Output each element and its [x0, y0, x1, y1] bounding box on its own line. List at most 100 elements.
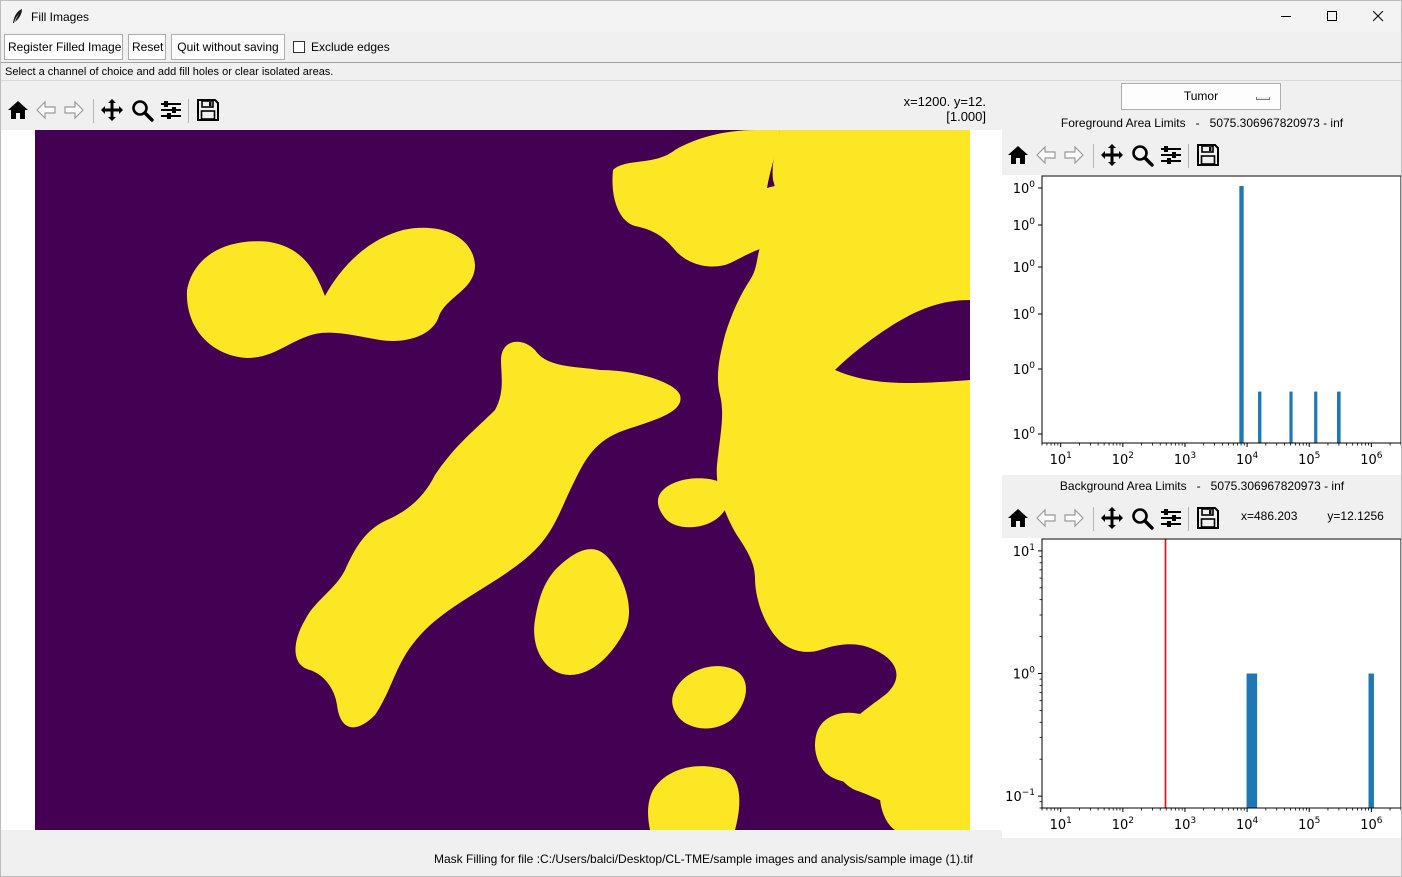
mask-navigation-toolbar [5, 97, 235, 127]
zoom-icon[interactable] [1129, 505, 1155, 531]
foreground-navigation-toolbar [1005, 142, 1235, 172]
foreground-limits-separator: - [1195, 116, 1200, 130]
zoom-icon[interactable] [1129, 142, 1155, 168]
mask-region [879, 763, 970, 830]
back-arrow-icon[interactable] [33, 97, 59, 123]
mask-figure: x=1200. y=12. [1.000] [1, 81, 1002, 838]
y-tick-label: 100 [1013, 426, 1036, 443]
minimize-icon [1281, 16, 1291, 17]
home-icon[interactable] [5, 97, 31, 123]
toolbar-separator [93, 99, 94, 123]
x-tick-label: 106 [1360, 816, 1383, 833]
pan-icon[interactable] [99, 97, 125, 123]
title-bar: Fill Images [1, 1, 1401, 32]
home-icon[interactable] [1005, 142, 1031, 168]
pan-icon[interactable] [1099, 505, 1125, 531]
save-icon[interactable] [1195, 142, 1221, 168]
background-cursor-x: x=486.203 [1241, 509, 1298, 523]
cursor-readout: x=1200. y=12. [1.000] [904, 94, 986, 124]
close-button[interactable] [1355, 1, 1401, 32]
background-limits-name: Background Area Limits [1059, 479, 1187, 493]
mask-region [657, 478, 730, 528]
x-tick-label: 101 [1050, 451, 1072, 468]
foreground-histogram-plot[interactable]: 101 102 103 104 105 106 100 100 100 100 100 100 [1002, 175, 1402, 475]
mask-region [295, 341, 681, 728]
histogram-bar [1289, 391, 1293, 443]
instruction-text: Select a channel of choice and add fill … [5, 66, 334, 78]
mask-region [672, 666, 747, 729]
configure-subplots-icon[interactable] [1158, 505, 1184, 531]
divider [1, 80, 1401, 81]
histogram-bar [1246, 673, 1258, 808]
x-tick-label: 103 [1174, 816, 1196, 833]
background-limits-range: 5075.306967820973 - inf [1210, 479, 1345, 493]
forward-arrow-icon[interactable] [61, 97, 87, 123]
x-tick-label: 105 [1298, 451, 1320, 468]
y-tick-label: 100 [1013, 306, 1036, 323]
y-tick-label: 10−1 [1005, 788, 1035, 805]
histogram-bar [1258, 391, 1262, 443]
back-arrow-icon[interactable] [1033, 505, 1059, 531]
toolbar-separator [188, 99, 189, 123]
quit-without-saving-button[interactable]: Quit without saving [171, 34, 285, 60]
x-tick-label: 105 [1298, 816, 1320, 833]
status-bar: Mask Filling for file :C:/Users/balci/De… [1, 839, 1401, 876]
divider [1, 62, 1401, 63]
feather-icon [13, 9, 22, 23]
dropdown-indicator-icon [1256, 97, 1270, 100]
background-cursor-y: y=12.1256 [1327, 509, 1384, 523]
background-histogram[interactable]: 101 102 103 104 105 106 10−1 100 101 [1002, 538, 1402, 838]
maximize-icon [1327, 11, 1337, 21]
plot-frame [1041, 538, 1401, 809]
status-text: Mask Filling for file :C:/Users/balci/De… [434, 852, 973, 866]
channel-select-value: Tumor [1183, 89, 1219, 103]
foreground-limits-range: 5075.306967820973 - inf [1209, 116, 1344, 130]
back-arrow-icon[interactable] [1033, 142, 1059, 168]
configure-subplots-icon[interactable] [1158, 142, 1184, 168]
channel-select[interactable]: Tumor [1121, 83, 1281, 110]
histogram-bar [1337, 391, 1341, 443]
mask-region [612, 130, 893, 267]
save-icon[interactable] [1195, 505, 1221, 531]
minimize-button[interactable] [1263, 1, 1309, 32]
home-icon[interactable] [1005, 505, 1031, 531]
histogram-bar [1314, 391, 1318, 443]
toolbar-separator [1093, 507, 1094, 531]
save-icon[interactable] [195, 97, 221, 123]
y-tick-label: 100 [1013, 180, 1036, 197]
maximize-button[interactable] [1309, 1, 1355, 32]
mask-region [648, 766, 740, 830]
foreground-limits-label: Foreground Area Limits - 5075.3069678209… [1002, 116, 1401, 130]
y-tick-label: 101 [1013, 543, 1035, 560]
register-filled-image-button[interactable]: Register Filled Image [4, 34, 123, 60]
forward-arrow-icon[interactable] [1061, 142, 1087, 168]
zoom-icon[interactable] [129, 97, 155, 123]
exclude-edges-label[interactable]: Exclude edges [311, 40, 390, 54]
mask-region [534, 549, 630, 675]
x-tick-label: 102 [1112, 451, 1134, 468]
configure-subplots-icon[interactable] [158, 97, 184, 123]
mask-region [186, 227, 475, 358]
exclude-edges-checkbox[interactable] [293, 41, 305, 53]
pan-icon[interactable] [1099, 142, 1125, 168]
plot-background [1002, 538, 1401, 838]
x-tick-label: 104 [1236, 816, 1259, 833]
foreground-limits-name: Foreground Area Limits [1060, 116, 1186, 130]
mask-image[interactable] [35, 130, 970, 830]
reset-button[interactable]: Reset [128, 34, 166, 60]
x-tick-label: 104 [1236, 451, 1259, 468]
background-limits-label: Background Area Limits - 5075.3069678209… [1002, 479, 1401, 493]
background-histogram-plot[interactable]: 101 102 103 104 105 106 10−1 100 101 [1002, 538, 1402, 838]
foreground-histogram[interactable]: 101 102 103 104 105 106 100 100 100 100 100 100 [1002, 175, 1402, 475]
histogram-bar [1368, 673, 1374, 808]
forward-arrow-icon[interactable] [1061, 505, 1087, 531]
mask-foreground-regions [186, 130, 970, 830]
background-cursor-readout: x=486.203 y=12.1256 [1241, 509, 1384, 523]
y-tick-label: 100 [1013, 361, 1036, 378]
x-tick-label: 103 [1174, 451, 1196, 468]
pixel-value: [1.000] [946, 109, 986, 124]
mask-region [815, 712, 891, 783]
y-tick-label: 100 [1013, 217, 1036, 234]
plot-background [1002, 175, 1401, 475]
cursor-position: x=1200. y=12. [903, 94, 986, 109]
